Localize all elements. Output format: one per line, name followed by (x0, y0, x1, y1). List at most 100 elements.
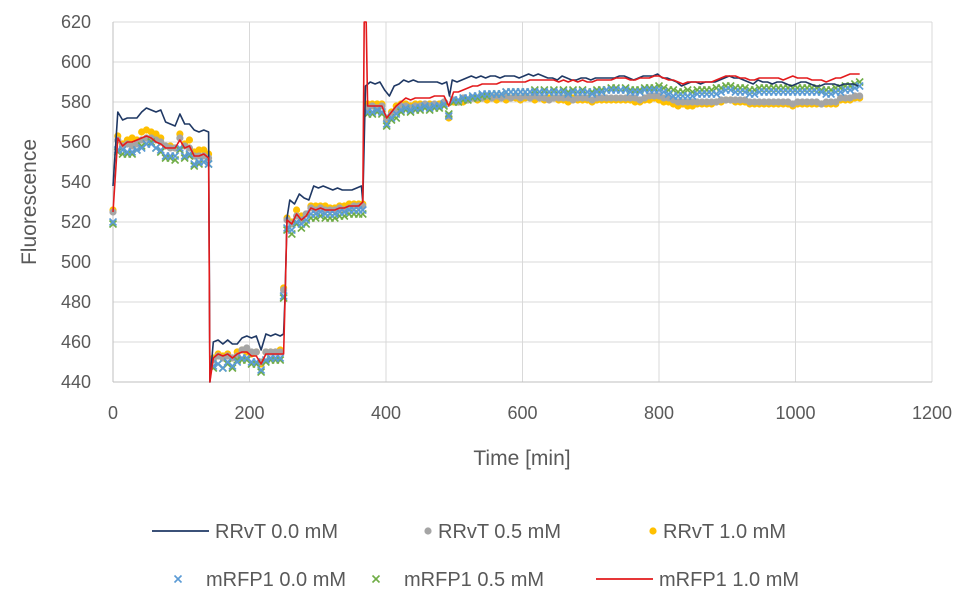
x-marker-stroke (242, 355, 251, 365)
data-point (564, 89, 573, 99)
data-point (228, 363, 237, 373)
x-marker-stroke (382, 119, 391, 129)
x-marker-stroke (173, 574, 183, 584)
x-marker-stroke (108, 217, 118, 227)
legend-item-mrfp1-1-0-mm: mRFP1 1.0 mM (596, 569, 799, 591)
data-point (473, 91, 482, 101)
data-point (425, 103, 434, 113)
x-marker-stroke (650, 83, 659, 93)
data-point (855, 81, 864, 91)
data-point (750, 89, 759, 99)
series-mrfp1-0-0-mm (108, 81, 864, 375)
x-marker-stroke (276, 353, 285, 363)
y-tick-label: 620 (61, 12, 91, 32)
x-marker-stroke (151, 143, 161, 153)
data-point (856, 92, 864, 100)
series-layer (108, 21, 864, 383)
series-line (112, 21, 860, 383)
x-marker-stroke (559, 85, 568, 95)
x-marker-stroke (683, 85, 692, 95)
data-point (118, 145, 127, 155)
legend-label: RRvT 0.0 mM (215, 521, 338, 543)
data-point (200, 146, 208, 154)
x-marker-stroke (454, 95, 463, 105)
data-point (659, 87, 668, 97)
x-marker-stroke (817, 87, 826, 97)
x-marker-stroke (401, 103, 410, 113)
x-marker-stroke (583, 87, 592, 97)
x-marker-stroke (311, 209, 320, 219)
data-point (108, 219, 118, 229)
data-point (650, 83, 659, 93)
x-marker-stroke (252, 359, 261, 369)
legend-item-rrvt-1-0-mm: RRvT 1.0 mM (649, 521, 786, 543)
x-marker-stroke (621, 83, 630, 93)
legend-label: mRFP1 0.5 mM (404, 569, 544, 591)
data-point (726, 85, 735, 95)
data-point (340, 207, 349, 217)
data-point (420, 101, 429, 111)
x-marker-stroke (340, 207, 349, 217)
x-marker-stroke (242, 353, 251, 363)
x-marker-stroke (132, 145, 141, 155)
x-marker-stroke (559, 87, 568, 97)
x-marker-stroke (435, 101, 444, 111)
x-marker-stroke (717, 87, 726, 97)
x-marker-stroke (611, 83, 621, 93)
x-marker-stroke (654, 85, 664, 95)
x-marker-stroke (261, 355, 270, 365)
x-axis-title: Time [min] (473, 447, 570, 470)
data-point (444, 111, 453, 121)
x-marker-stroke (712, 89, 721, 99)
x-marker-stroke (750, 89, 759, 99)
x-marker-stroke (406, 105, 415, 115)
y-tick-label: 600 (61, 52, 91, 72)
x-marker-stroke (740, 87, 750, 97)
data-point (180, 151, 189, 161)
data-point (482, 91, 492, 101)
legend-label: RRvT 1.0 mM (663, 521, 786, 543)
x-marker-stroke (330, 209, 339, 219)
series-mrfp1-1-0-mm (112, 21, 860, 383)
data-point (218, 363, 227, 373)
data-point (175, 145, 184, 155)
x-marker-stroke (382, 121, 391, 131)
x-marker-stroke (836, 87, 845, 97)
data-point (377, 107, 386, 117)
x-marker-stroke (276, 355, 285, 365)
data-point (454, 95, 463, 105)
legend-swatch (371, 574, 381, 584)
y-tick-label: 460 (61, 332, 91, 352)
data-point (712, 89, 721, 99)
tick-labels: 440 460 480 500 520 540 560 580 600 620 0 200 400 600… (61, 12, 952, 423)
data-point (540, 85, 549, 95)
legend-swatch (649, 527, 657, 535)
x-marker-stroke (540, 85, 549, 95)
data-point (435, 101, 444, 111)
data-point (583, 87, 592, 97)
data-point (252, 359, 261, 369)
x-marker-stroke (292, 217, 301, 227)
y-tick-label: 520 (61, 212, 91, 232)
x-marker-stroke (578, 85, 587, 95)
x-marker-stroke (257, 367, 266, 377)
x-marker-stroke (416, 103, 425, 113)
data-point (832, 98, 840, 106)
x-marker-stroke (156, 147, 165, 157)
data-point (578, 85, 587, 95)
data-point (382, 121, 391, 131)
x-marker-stroke (530, 85, 539, 95)
data-point (166, 153, 175, 163)
data-point (311, 209, 320, 219)
x-tick-label: 0 (108, 403, 118, 423)
x-marker-stroke (175, 145, 184, 155)
x-marker-stroke (444, 109, 453, 119)
gridlines (113, 21, 933, 382)
x-marker-stroke (228, 363, 237, 373)
x-marker-stroke (497, 89, 506, 99)
data-point (176, 134, 184, 142)
x-marker-stroke (664, 89, 673, 99)
x-marker-stroke (287, 225, 296, 235)
data-point (276, 355, 285, 365)
x-tick-label: 600 (507, 403, 537, 423)
